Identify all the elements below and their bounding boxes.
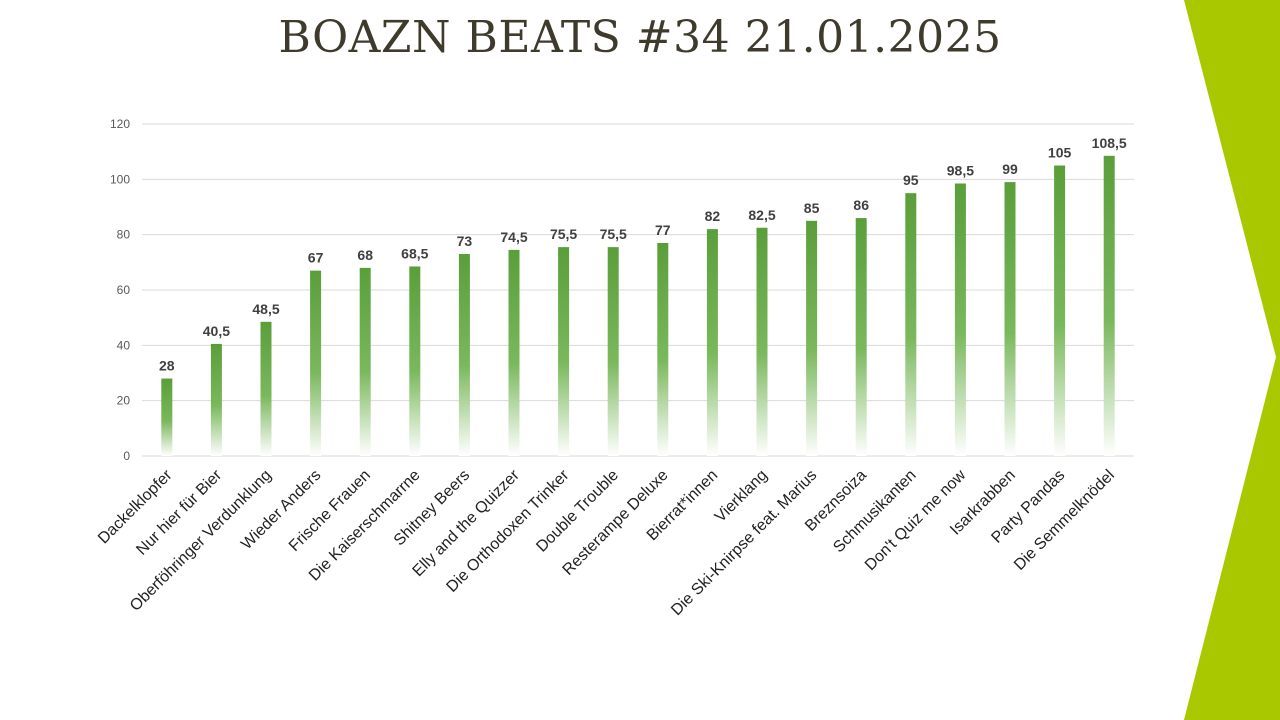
y-tick-label: 100 — [110, 172, 130, 186]
data-label: 98,5 — [947, 162, 974, 178]
bar — [607, 247, 619, 456]
bar — [558, 247, 570, 456]
bar — [1054, 165, 1066, 456]
data-label: 99 — [1002, 161, 1018, 177]
accent-chevron-shape — [1184, 0, 1280, 720]
bar — [1004, 182, 1016, 456]
y-tick-label: 80 — [117, 228, 131, 242]
bar — [1103, 155, 1115, 457]
bar — [409, 266, 421, 456]
bar — [210, 343, 222, 456]
data-label: 75,5 — [600, 226, 627, 242]
bar-chart: 0 20 40 60 80 100 120 28 40,5 48,5 67 68 68,5 73 74,5… — [95, 117, 1134, 619]
data-label: 73 — [457, 233, 473, 249]
data-label: 105 — [1048, 145, 1072, 161]
bar — [756, 227, 768, 456]
data-label: 77 — [655, 222, 671, 238]
y-tick-label: 0 — [123, 449, 130, 463]
data-label: 74,5 — [500, 229, 527, 245]
bars — [161, 155, 1115, 457]
data-label: 67 — [308, 250, 324, 266]
bar — [657, 242, 669, 456]
bar — [508, 249, 520, 456]
y-tick-label: 120 — [110, 117, 130, 131]
category-label: Nur hier für Bier — [133, 466, 225, 558]
bar — [359, 267, 371, 456]
bar — [806, 220, 818, 456]
gridlines — [142, 123, 1134, 457]
data-label: 40,5 — [203, 323, 230, 339]
category-label: Die Semmelknödel — [1011, 467, 1118, 574]
bar — [706, 229, 718, 456]
y-tick-label: 20 — [117, 394, 131, 408]
data-label: 68,5 — [401, 245, 428, 261]
data-label: 95 — [903, 172, 919, 188]
data-labels: 28 40,5 48,5 67 68 68,5 73 74,5 75,5 75,5 77 82 82,5… — [159, 135, 1127, 374]
data-label: 28 — [159, 358, 175, 374]
y-tick-label: 40 — [117, 338, 131, 352]
data-label: 108,5 — [1092, 135, 1127, 151]
slide-title: BOAZN BEATS #34 21.01.2025 — [278, 12, 1002, 63]
y-axis-ticks: 0 20 40 60 80 100 120 — [110, 117, 130, 463]
bar — [954, 183, 966, 456]
bar — [161, 378, 173, 456]
data-label: 82 — [705, 208, 721, 224]
data-label: 68 — [357, 247, 373, 263]
y-tick-label: 60 — [117, 283, 131, 297]
bar — [855, 218, 867, 456]
bar — [260, 321, 272, 456]
bar — [905, 193, 917, 456]
bar — [310, 270, 322, 456]
data-label: 86 — [853, 197, 869, 213]
data-label: 48,5 — [252, 301, 279, 317]
data-label: 82,5 — [748, 207, 775, 223]
data-label: 75,5 — [550, 226, 577, 242]
bar — [458, 254, 470, 456]
data-label: 85 — [804, 200, 820, 216]
